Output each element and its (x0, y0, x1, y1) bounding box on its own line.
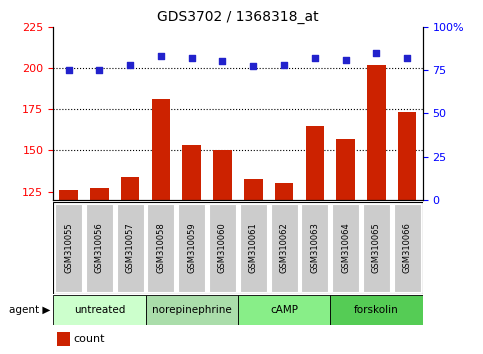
Point (280, 62, 288, 68)
Bar (152, 99, 170, 354)
Bar (55, 204, 82, 292)
Point (342, 57, 350, 62)
Point (219, 58, 227, 64)
Point (249, 64, 257, 69)
Bar (183, 145, 201, 354)
Text: cAMP: cAMP (270, 304, 298, 315)
Text: GSM310061: GSM310061 (249, 222, 258, 273)
Bar (178, 204, 205, 292)
Bar (240, 204, 267, 292)
Text: forskolin: forskolin (354, 304, 399, 315)
Text: GSM310065: GSM310065 (372, 222, 381, 273)
Bar (244, 178, 263, 354)
Bar (121, 177, 139, 354)
Text: count: count (73, 334, 105, 344)
Bar (209, 204, 236, 292)
Text: GSM310056: GSM310056 (95, 222, 104, 273)
Bar (57, 332, 70, 346)
Bar (330, 295, 423, 325)
Bar (363, 204, 390, 292)
Text: GSM310057: GSM310057 (126, 222, 135, 273)
Text: GSM310064: GSM310064 (341, 222, 350, 273)
Point (157, 53, 165, 59)
Text: GSM310060: GSM310060 (218, 222, 227, 273)
Bar (213, 150, 232, 354)
Text: agent ▶: agent ▶ (9, 304, 50, 315)
Bar (90, 188, 109, 354)
Bar (332, 204, 359, 292)
Bar (367, 64, 385, 354)
Bar (238, 295, 330, 325)
Bar (301, 204, 328, 292)
Bar (398, 113, 416, 354)
Text: untreated: untreated (73, 304, 125, 315)
Bar (53, 295, 145, 325)
Bar (275, 183, 293, 354)
Bar (86, 204, 113, 292)
Bar (270, 204, 298, 292)
Text: GSM310062: GSM310062 (280, 222, 288, 273)
Bar (394, 204, 421, 292)
Title: GDS3702 / 1368318_at: GDS3702 / 1368318_at (157, 10, 319, 24)
Point (372, 50, 380, 55)
Bar (59, 190, 78, 354)
Text: GSM310055: GSM310055 (64, 222, 73, 273)
Point (65, 67, 72, 73)
Text: norepinephrine: norepinephrine (152, 304, 231, 315)
Text: GSM310058: GSM310058 (156, 222, 165, 273)
Bar (336, 139, 355, 354)
Text: GSM310063: GSM310063 (311, 222, 319, 273)
Bar (147, 204, 174, 292)
Point (188, 55, 196, 61)
Text: GSM310066: GSM310066 (403, 222, 412, 273)
Bar (116, 204, 143, 292)
Text: GSM310059: GSM310059 (187, 222, 196, 273)
Point (311, 55, 319, 61)
Point (403, 55, 411, 61)
Bar (306, 126, 324, 354)
Point (126, 62, 134, 68)
Point (96, 67, 103, 73)
Bar (145, 295, 238, 325)
